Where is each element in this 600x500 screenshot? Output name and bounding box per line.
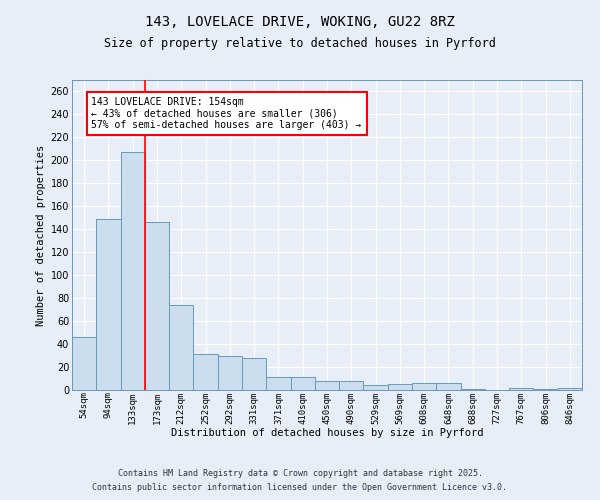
Bar [242, 358, 266, 390]
Bar [121, 152, 145, 390]
Bar [96, 219, 121, 390]
Bar [412, 383, 436, 390]
Bar [558, 388, 582, 390]
Bar [509, 388, 533, 390]
Bar [169, 305, 193, 390]
Bar [461, 389, 485, 390]
Bar [218, 356, 242, 390]
Bar [533, 389, 558, 390]
Bar [145, 222, 169, 390]
Y-axis label: Number of detached properties: Number of detached properties [37, 144, 46, 326]
Bar [290, 378, 315, 390]
Text: Contains public sector information licensed under the Open Government Licence v3: Contains public sector information licen… [92, 484, 508, 492]
Bar [193, 354, 218, 390]
Bar [436, 383, 461, 390]
Bar [315, 381, 339, 390]
Bar [339, 381, 364, 390]
Bar [266, 378, 290, 390]
Text: 143, LOVELACE DRIVE, WOKING, GU22 8RZ: 143, LOVELACE DRIVE, WOKING, GU22 8RZ [145, 15, 455, 29]
Bar [72, 337, 96, 390]
Text: Size of property relative to detached houses in Pyrford: Size of property relative to detached ho… [104, 38, 496, 51]
Bar [364, 386, 388, 390]
X-axis label: Distribution of detached houses by size in Pyrford: Distribution of detached houses by size … [171, 428, 483, 438]
Bar [388, 384, 412, 390]
Text: Contains HM Land Registry data © Crown copyright and database right 2025.: Contains HM Land Registry data © Crown c… [118, 468, 482, 477]
Text: 143 LOVELACE DRIVE: 154sqm
← 43% of detached houses are smaller (306)
57% of sem: 143 LOVELACE DRIVE: 154sqm ← 43% of deta… [91, 97, 362, 130]
